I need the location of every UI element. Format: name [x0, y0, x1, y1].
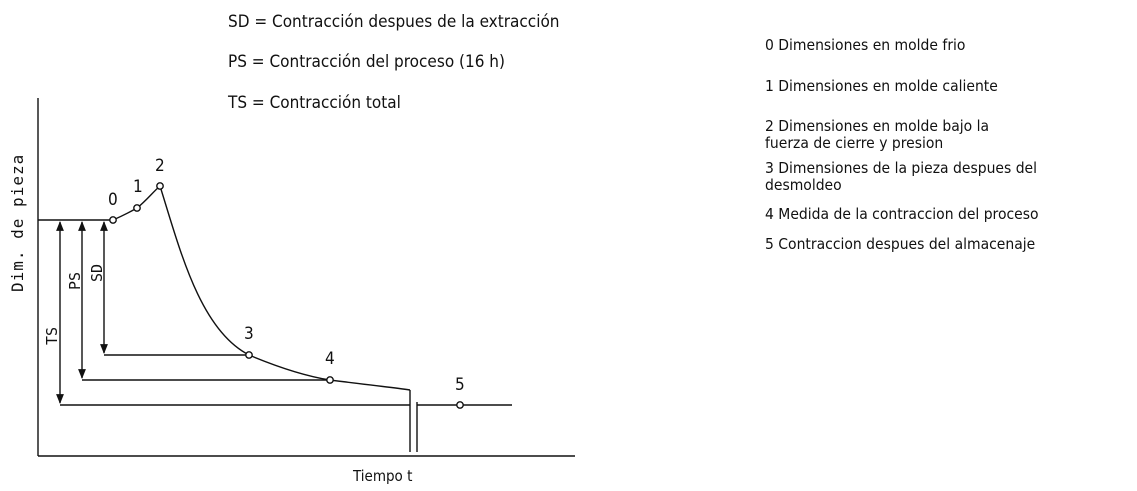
point-0-label: 0: [108, 190, 118, 210]
ts-label: TS: [43, 326, 61, 345]
point-1-label: 1: [133, 177, 143, 197]
legend-item-3-line1: 3 Dimensiones de la pieza despues del: [765, 159, 1038, 177]
legend-item-1-line1: 1 Dimensiones en molde caliente: [765, 77, 998, 95]
legend-item-0: 0 Dimensiones en molde frio: [765, 37, 965, 54]
abbr-ts: TS = Contracción total: [228, 93, 401, 113]
legend-item-4-line1: 4 Medida de la contraccion del proceso: [765, 205, 1039, 223]
sd-label: SD: [88, 263, 106, 282]
shrinkage-curve: [159, 185, 411, 391]
legend-item-5-line1: 5 Contraccion despues del almacenaje: [765, 235, 1036, 253]
point-4-marker: [326, 376, 334, 384]
point-3-marker: [245, 351, 253, 359]
legend-item-3-line2: desmoldeo: [765, 176, 842, 194]
point-3-label: 3: [244, 324, 254, 344]
legend-item-3: 3 Dimensiones de la pieza despues del de…: [765, 160, 1037, 194]
point-5-marker: [456, 401, 464, 409]
legend-item-5: 5 Contraccion despues del almacenaje: [765, 236, 1035, 253]
legend-item-4: 4 Medida de la contraccion del proceso: [765, 206, 1039, 223]
point-1-marker: [133, 204, 141, 212]
point-2-marker: [156, 182, 164, 190]
abbr-ps: PS = Contracción del proceso (16 h): [228, 52, 505, 72]
ps-label: PS: [66, 271, 84, 290]
legend-item-2-line1: 2 Dimensiones en molde bajo la: [765, 117, 990, 135]
y-axis-label: Dim. de pieza: [8, 153, 27, 292]
point-2-label: 2: [155, 156, 165, 176]
point-0-marker: [109, 216, 117, 224]
point-4-label: 4: [325, 349, 335, 369]
x-axis-label: Tiempo t: [353, 467, 413, 485]
point-5-label: 5: [455, 375, 465, 395]
legend-item-1: 1 Dimensiones en molde caliente: [765, 78, 998, 95]
legend-item-2-line2: fuerza de cierre y presion: [765, 134, 944, 152]
abbr-sd: SD = Contracción despues de la extracció…: [228, 12, 560, 32]
legend-item-0-line1: 0 Dimensiones en molde frio: [765, 36, 966, 54]
legend-item-2: 2 Dimensiones en molde bajo la fuerza de…: [765, 118, 989, 152]
